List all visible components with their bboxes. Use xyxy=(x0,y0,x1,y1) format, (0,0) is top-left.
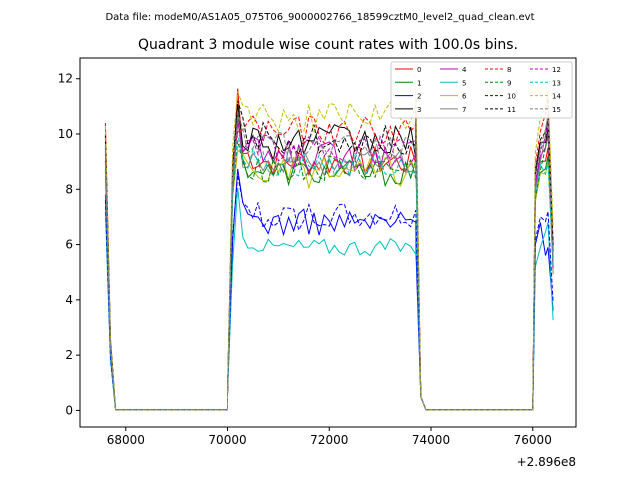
y-tick-label-3: 6 xyxy=(65,238,73,252)
legend-label-7: 7 xyxy=(462,106,466,114)
figure-suptitle: Data file: modeM0/AS1A05_075T06_90000027… xyxy=(105,12,534,23)
legend-label-13: 13 xyxy=(552,79,561,87)
legend-label-15: 15 xyxy=(552,106,561,114)
series-line-13 xyxy=(104,134,554,411)
series-line-9 xyxy=(104,133,554,411)
x-axis: 68000 70000 72000 74000 76000 xyxy=(107,427,552,447)
legend-label-11: 11 xyxy=(507,106,516,114)
x-tick-label-2: 72000 xyxy=(310,433,348,447)
x-tick-label-3: 74000 xyxy=(412,433,450,447)
legend-label-5: 5 xyxy=(462,79,466,87)
y-tick-label-0: 0 xyxy=(65,403,73,417)
legend-label-10: 10 xyxy=(507,93,516,101)
legend-label-6: 6 xyxy=(462,93,467,101)
series-layer xyxy=(104,88,554,411)
x-tick-label-1: 70000 xyxy=(208,433,246,447)
legend-label-12: 12 xyxy=(552,66,561,74)
y-tick-label-4: 8 xyxy=(65,182,73,196)
y-tick-label-5: 10 xyxy=(58,127,73,141)
legend-label-2: 2 xyxy=(417,93,421,101)
series-line-5 xyxy=(104,187,554,411)
x-axis-offset-label: +2.896e8 xyxy=(517,455,576,469)
legend-label-9: 9 xyxy=(507,79,511,87)
y-axis: 0 2 4 6 8 10 12 xyxy=(58,72,80,417)
plot-frame xyxy=(79,57,577,428)
legend-label-0: 0 xyxy=(417,66,421,74)
series-line-10 xyxy=(104,175,554,411)
legend-label-3: 3 xyxy=(417,106,421,114)
series-line-11 xyxy=(104,100,554,411)
y-tick-label-1: 2 xyxy=(65,348,73,362)
x-tick-label-0: 68000 xyxy=(107,433,145,447)
series-line-15 xyxy=(104,113,554,411)
x-tick-label-4: 76000 xyxy=(514,433,552,447)
legend-box xyxy=(390,61,573,119)
y-tick-label-2: 4 xyxy=(65,293,73,307)
legend-label-14: 14 xyxy=(552,93,561,101)
plot-area xyxy=(80,58,576,427)
legend-label-8: 8 xyxy=(507,66,511,74)
legend-label-4: 4 xyxy=(462,66,467,74)
chart-title: Quadrant 3 module wise count rates with … xyxy=(138,37,518,53)
legend-label-1: 1 xyxy=(417,79,421,87)
y-tick-label-6: 12 xyxy=(58,72,73,86)
